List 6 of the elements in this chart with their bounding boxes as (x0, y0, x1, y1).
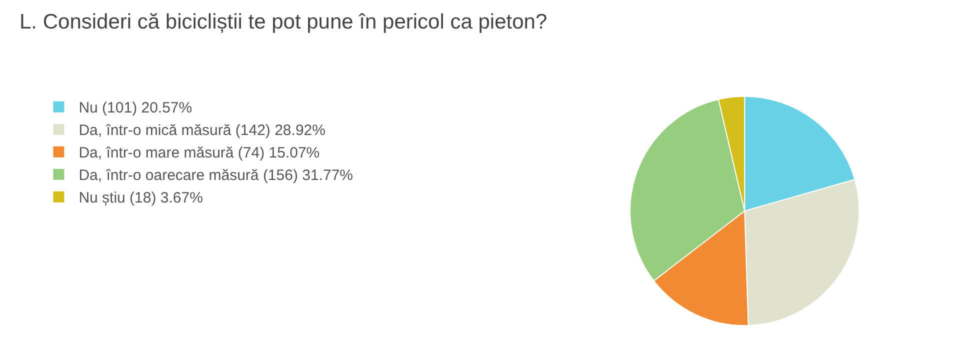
legend-label: Da, într-o oarecare măsură (156) 31.77% (78, 167, 354, 184)
legend-label: Da, într-o mică măsură (142) 28.92% (78, 122, 326, 140)
legend-label: Nu (101) 20.57% (78, 100, 192, 117)
chart-title: L. Consideri că bicicliștii te pot pune în pericol ca pieton? (20, 10, 548, 34)
legend-label: Nu știu (18) 3.67% (78, 190, 203, 207)
legend-label: Da, într-o mare măsură (74) 15.07% (78, 144, 320, 162)
